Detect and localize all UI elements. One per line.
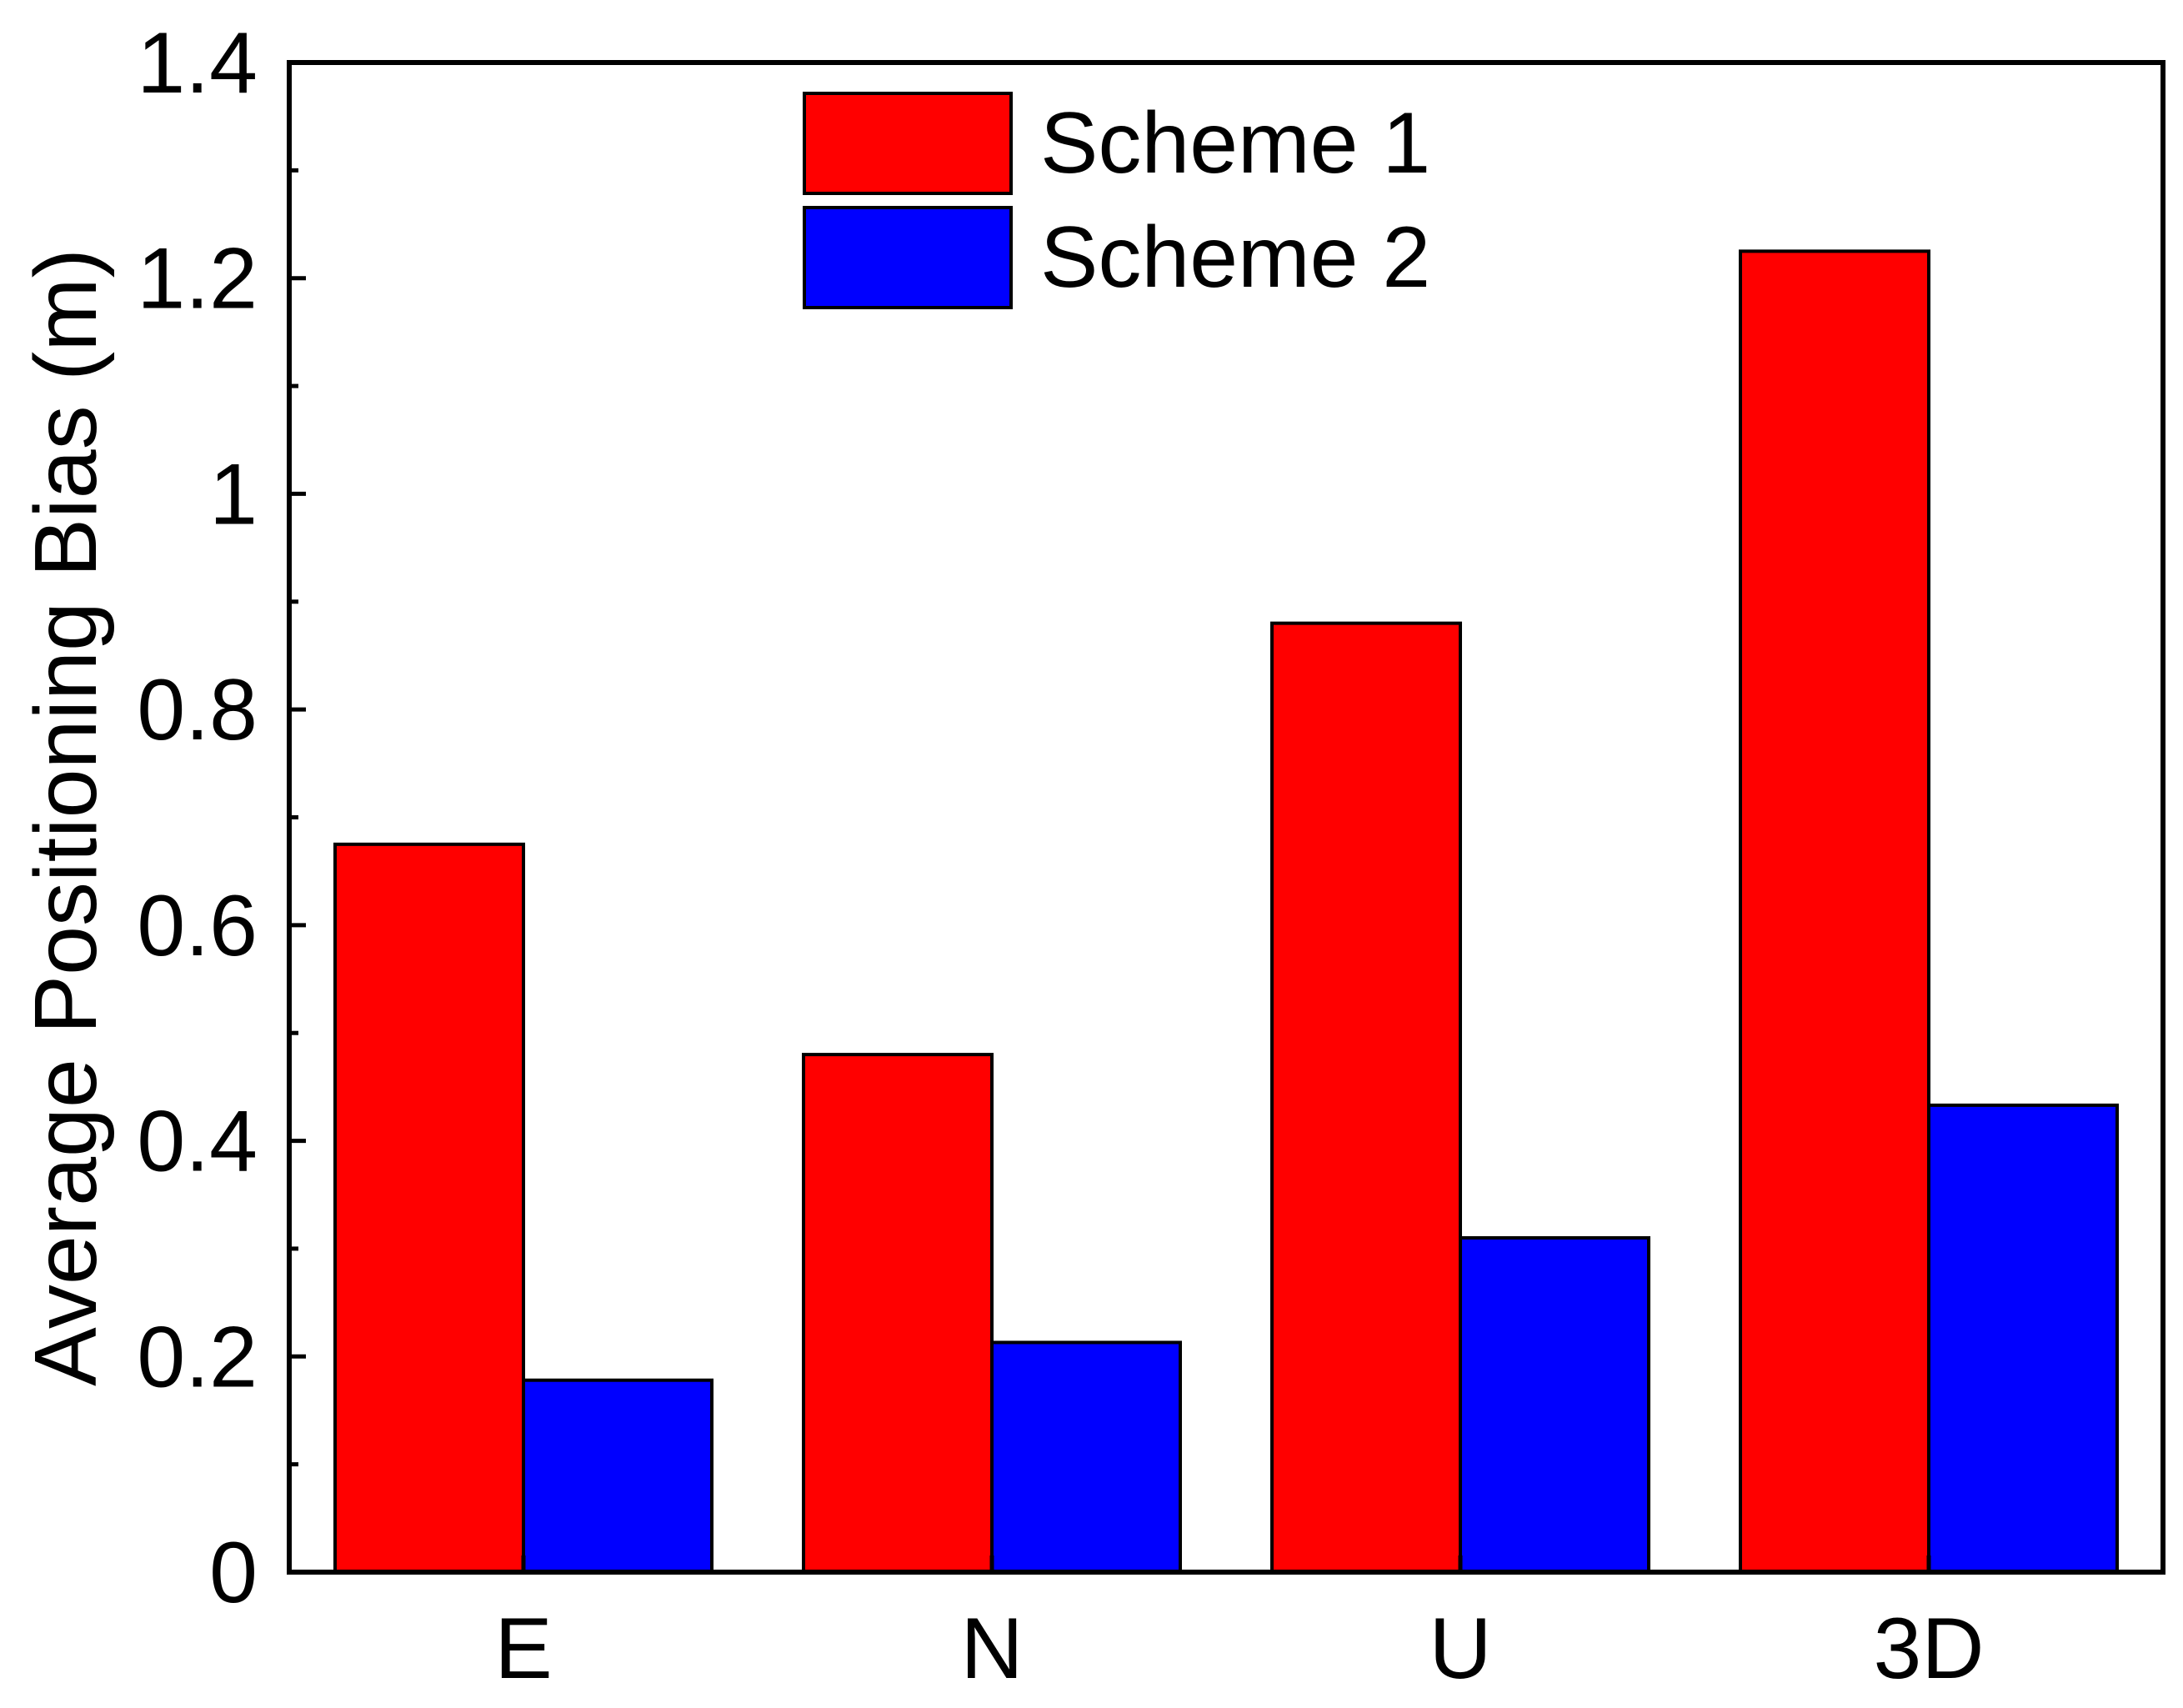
x-tick-label: N [960,1600,1023,1697]
bar-scheme-1-3d [1739,249,1930,1574]
bar-scheme-2-e [522,1378,713,1574]
bar-scheme-1-u [1270,621,1462,1575]
y-tick-label: 0.4 [137,1094,258,1190]
bar-scheme-1-n [802,1053,994,1574]
y-tick-label: 0.6 [137,878,258,974]
legend-swatch [803,92,1013,195]
bar-scheme-2-u [1459,1235,1650,1574]
y-tick-label: 1 [209,446,258,543]
legend-label: Scheme 1 [1040,95,1430,192]
legend: Scheme 1 Scheme 2 [803,92,1430,309]
x-tick-label: 3D [1874,1600,1985,1697]
x-tick-label: U [1429,1600,1491,1697]
x-tick-label: E [494,1600,552,1697]
y-tick-label: 1.4 [137,15,258,112]
y-axis-title: Average Positioning Bias (m) [17,248,115,1386]
bar-scheme-2-n [990,1340,1182,1574]
y-tick-label: 0 [209,1525,258,1621]
bars-group [333,249,2119,1575]
bar-scheme-1-e [333,842,525,1574]
x-axis-ticks: E N U 3D [494,1555,1984,1697]
y-tick-label: 0.2 [137,1309,258,1405]
y-axis-ticks: 0 0.2 0.4 0.6 0.8 1 1.2 1.4 [137,15,306,1621]
legend-label: Scheme 2 [1040,209,1430,306]
bar-scheme-2-3d [1927,1103,2119,1574]
legend-swatch [803,206,1013,309]
y-tick-label: 1.2 [137,231,258,328]
y-tick-label: 0.8 [137,662,258,759]
